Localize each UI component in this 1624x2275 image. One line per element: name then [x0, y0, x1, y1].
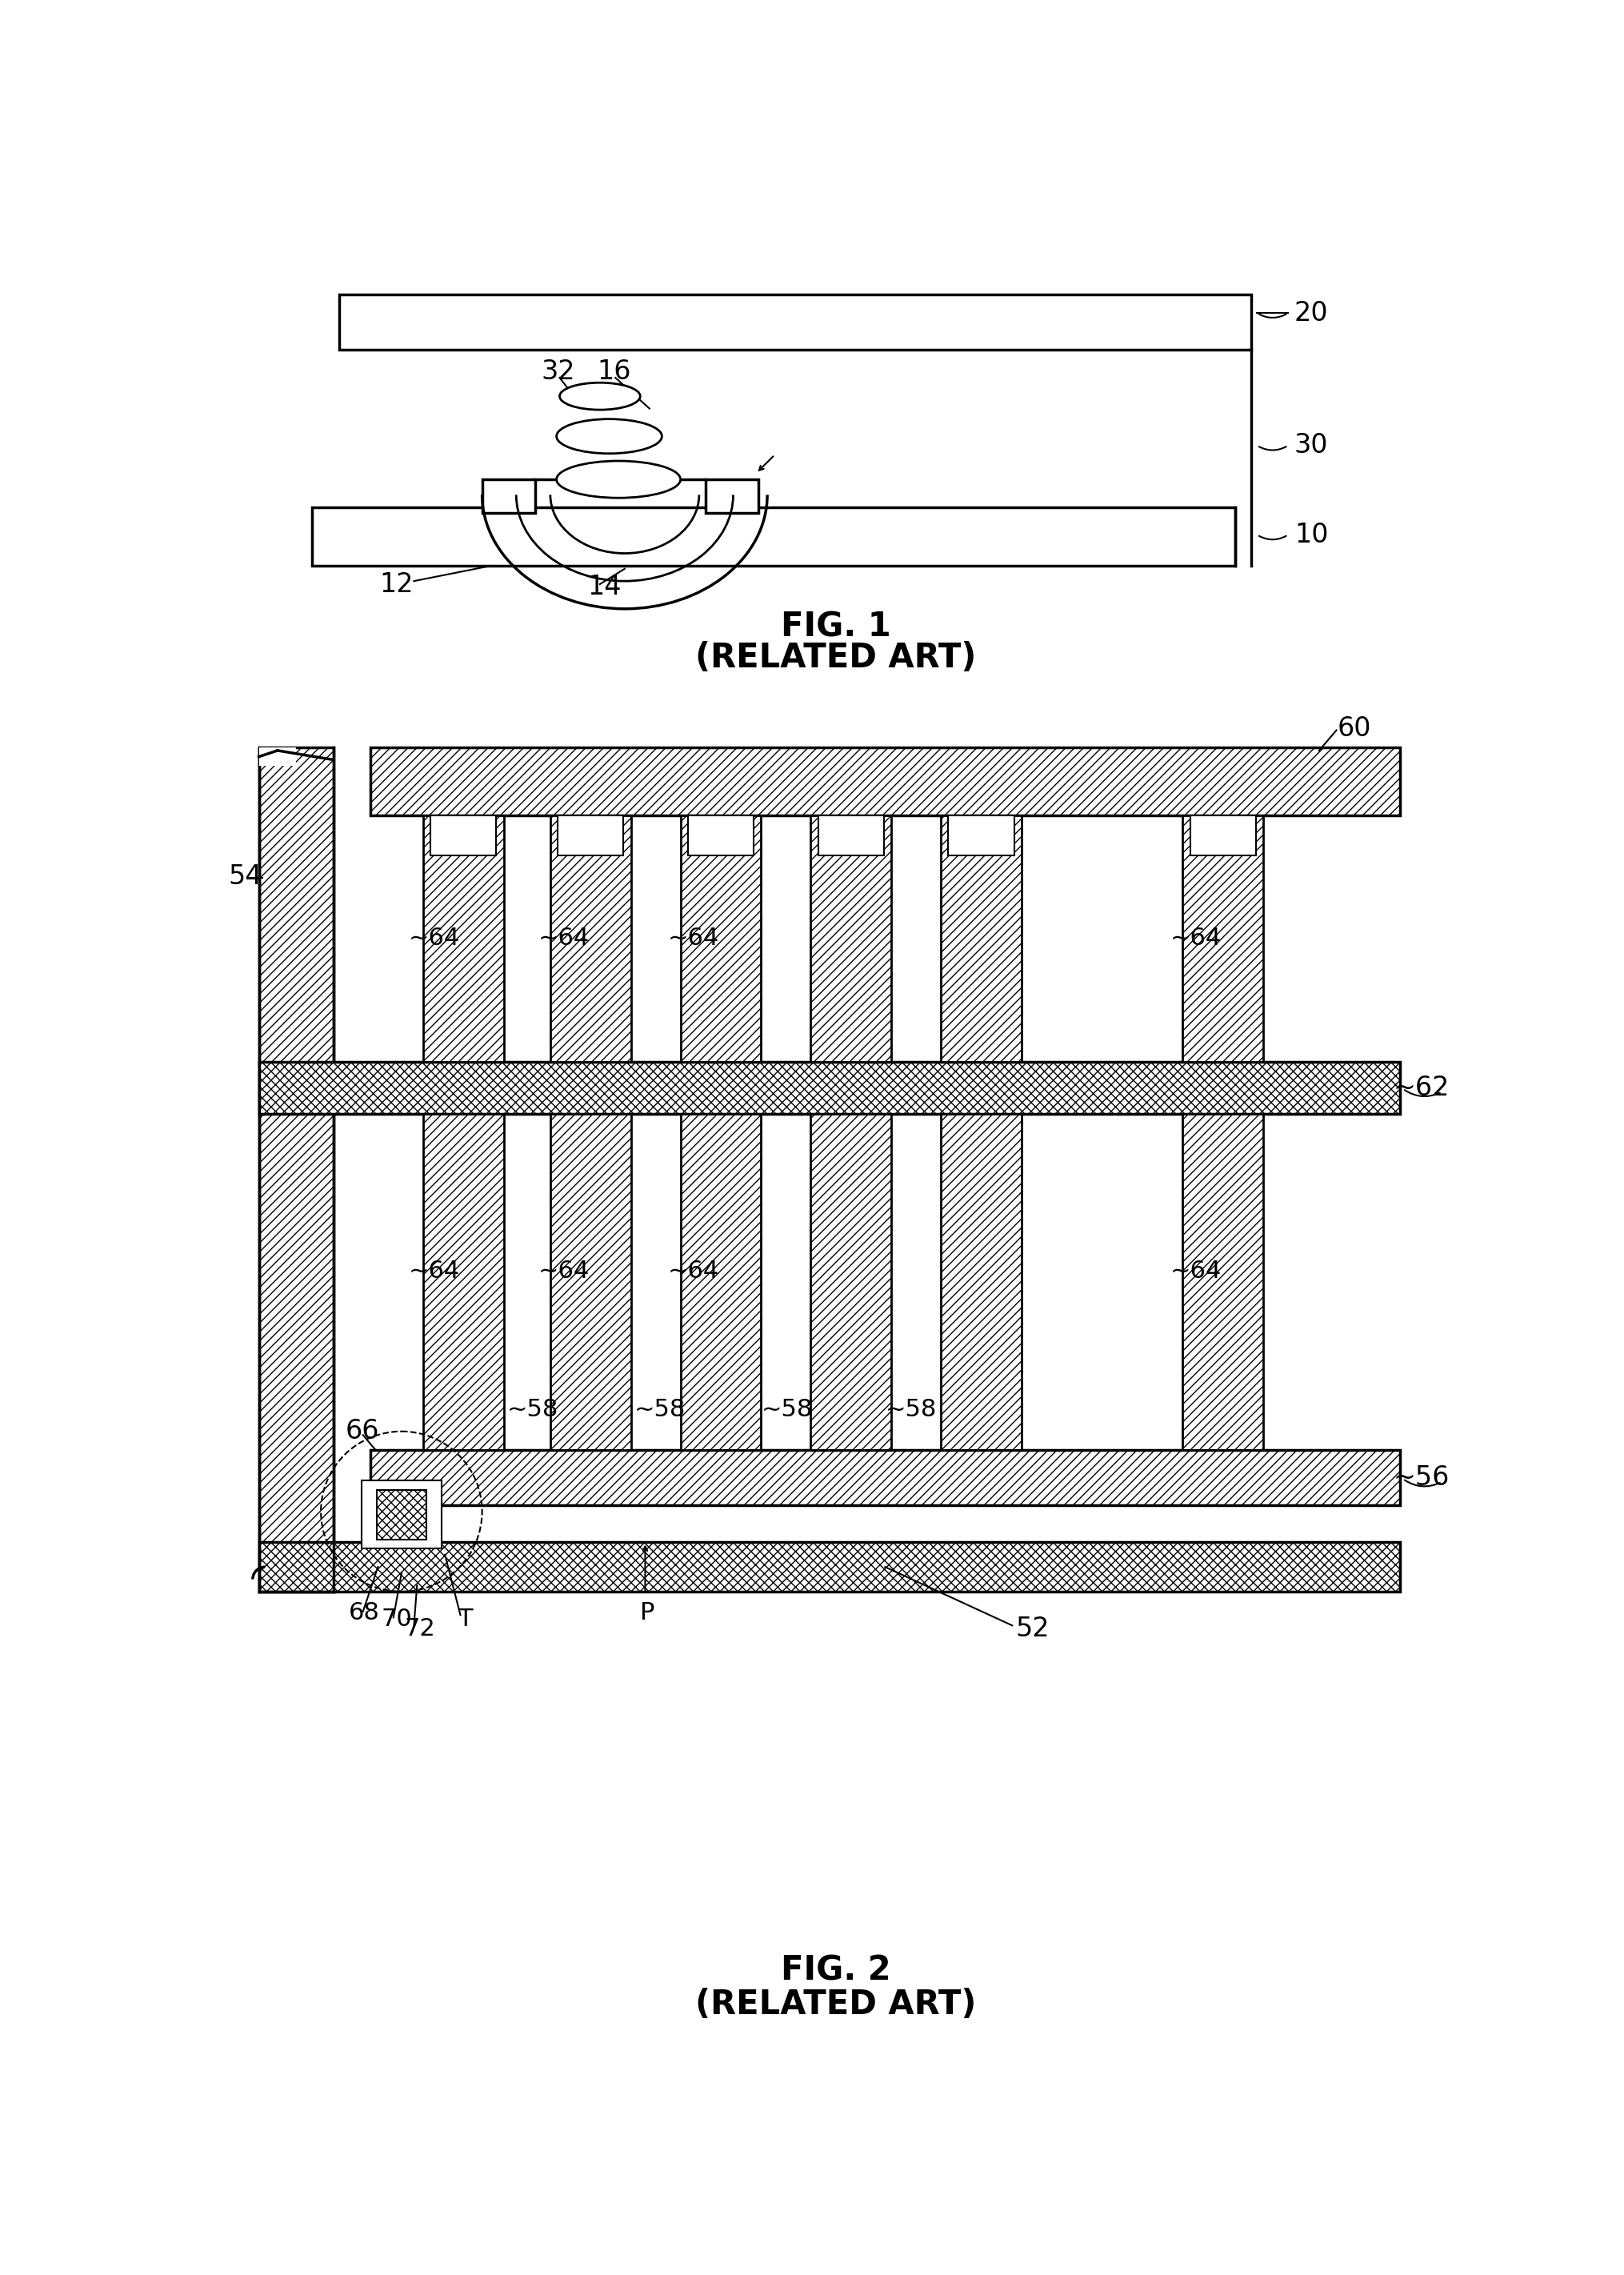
Text: 32: 32 [541, 359, 575, 384]
Text: ~64: ~64 [409, 1260, 460, 1283]
Text: ~58: ~58 [633, 1399, 685, 1422]
Bar [705, 480, 758, 514]
Text: 52: 52 [1015, 1615, 1049, 1643]
Text: (RELATED ART): (RELATED ART) [695, 1988, 976, 2020]
Bar [258, 1542, 1398, 1592]
Bar [361, 1481, 442, 1549]
Bar [810, 1115, 892, 1449]
Text: ~56: ~56 [1393, 1465, 1449, 1490]
Bar [1189, 814, 1255, 855]
Bar [680, 1115, 760, 1449]
Text: 72: 72 [404, 1618, 435, 1640]
Text: ~58: ~58 [507, 1399, 559, 1422]
Bar [557, 814, 624, 855]
Bar [377, 1490, 425, 1540]
Ellipse shape [557, 462, 680, 498]
Bar [370, 748, 1398, 814]
Text: FIG. 2: FIG. 2 [780, 1954, 890, 1988]
Bar [940, 814, 1021, 1062]
Bar [687, 814, 754, 855]
Bar [680, 814, 760, 1062]
Bar [339, 293, 1250, 350]
Text: ~64: ~64 [1169, 926, 1221, 951]
Text: 54: 54 [227, 864, 261, 890]
Text: T: T [456, 1608, 473, 1631]
Bar [551, 1115, 630, 1449]
Text: ~64: ~64 [667, 926, 719, 951]
Bar [422, 814, 503, 1062]
Bar [422, 1115, 503, 1449]
Text: FIG. 1: FIG. 1 [780, 610, 890, 644]
Text: 12: 12 [380, 571, 414, 598]
Text: ~64: ~64 [667, 1260, 719, 1283]
Text: P: P [640, 1602, 654, 1624]
Text: ~62: ~62 [1393, 1074, 1449, 1101]
Text: ~64: ~64 [1169, 1260, 1221, 1283]
Text: ~64: ~64 [409, 926, 460, 951]
Bar [370, 1449, 1398, 1506]
Ellipse shape [559, 382, 640, 409]
Bar [810, 814, 892, 1062]
Text: (RELATED ART): (RELATED ART) [695, 642, 976, 676]
Bar [258, 1062, 1398, 1115]
Text: 68: 68 [349, 1602, 380, 1624]
Text: ~58: ~58 [760, 1399, 812, 1422]
Text: 66: 66 [346, 1417, 380, 1445]
Text: ~64: ~64 [538, 926, 590, 951]
Ellipse shape [557, 419, 661, 453]
Text: 60: 60 [1337, 717, 1371, 742]
Bar [312, 507, 1234, 566]
Bar [258, 748, 333, 1592]
Bar [482, 480, 534, 514]
Text: 16: 16 [596, 359, 630, 384]
Bar [258, 748, 296, 767]
Bar [818, 814, 883, 855]
Text: ~58: ~58 [885, 1399, 935, 1422]
Bar [1182, 814, 1263, 1062]
Bar [948, 814, 1013, 855]
Bar [1182, 1115, 1263, 1449]
Text: 10: 10 [1294, 521, 1328, 548]
Bar [430, 814, 495, 855]
Text: 30: 30 [1294, 432, 1328, 460]
Text: ~64: ~64 [538, 1260, 590, 1283]
Text: 20: 20 [1294, 300, 1328, 325]
Bar [940, 1115, 1021, 1449]
Text: 14: 14 [588, 573, 622, 601]
Bar [551, 814, 630, 1062]
Text: 70: 70 [382, 1608, 412, 1631]
